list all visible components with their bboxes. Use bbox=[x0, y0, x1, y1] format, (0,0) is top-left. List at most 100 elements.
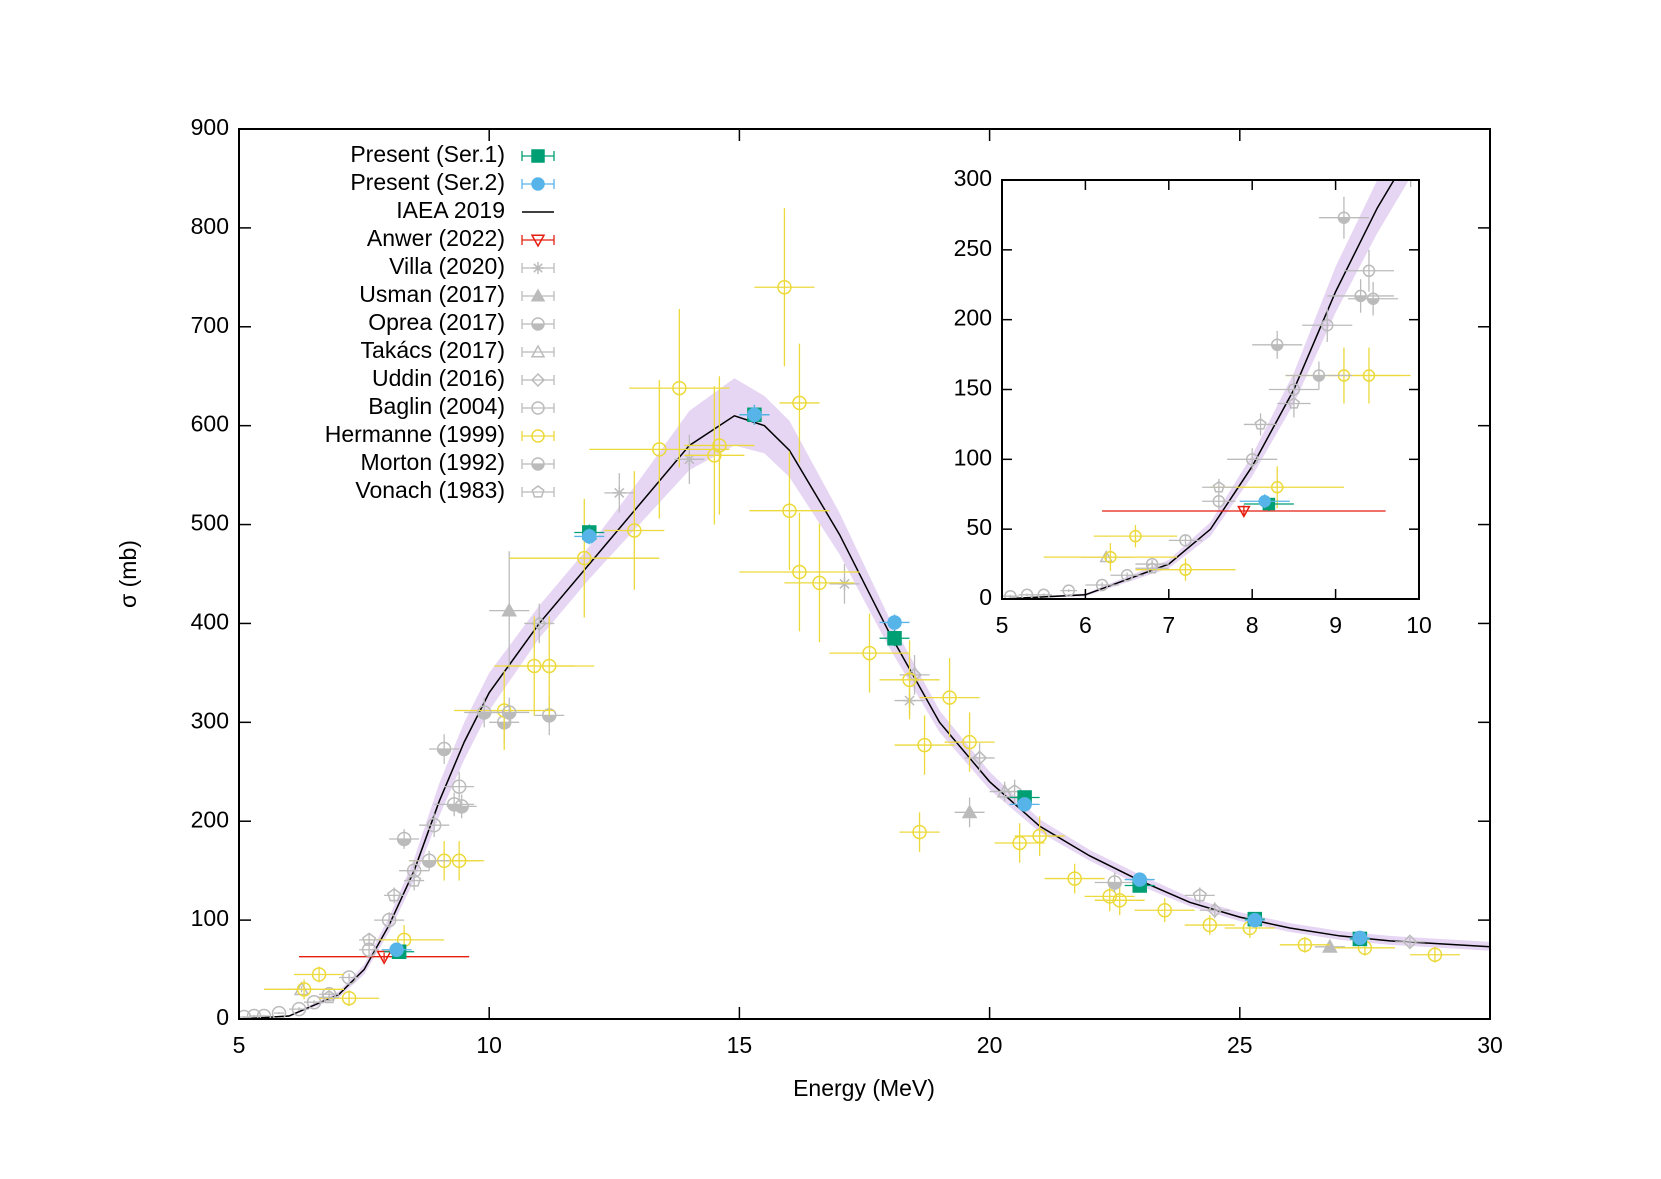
y-tick-label: 300 bbox=[954, 165, 992, 191]
marker bbox=[627, 523, 642, 538]
marker bbox=[777, 279, 792, 295]
marker bbox=[531, 177, 545, 191]
evaluation-curve bbox=[1002, 180, 1395, 599]
legend-label: IAEA 2019 bbox=[396, 197, 505, 223]
y-tick-label: 250 bbox=[954, 235, 992, 261]
marker bbox=[426, 817, 442, 833]
marker bbox=[682, 452, 696, 466]
x-tick-label: 30 bbox=[1477, 1032, 1503, 1058]
y-tick-label: 900 bbox=[191, 114, 229, 140]
marker bbox=[531, 615, 547, 632]
legend-label: Usman (2017) bbox=[359, 281, 505, 307]
marker-half bbox=[1338, 217, 1350, 224]
evaluation-curve bbox=[239, 414, 1490, 1019]
x-tick-label: 20 bbox=[977, 1032, 1003, 1058]
marker bbox=[256, 1008, 272, 1019]
marker bbox=[972, 750, 988, 766]
y-axis-title: σ (mb) bbox=[115, 540, 141, 608]
x-tick-label: 25 bbox=[1227, 1032, 1253, 1058]
y-tick-label: 150 bbox=[954, 375, 992, 401]
marker bbox=[531, 485, 545, 498]
marker bbox=[1287, 397, 1301, 409]
x-tick-label: 5 bbox=[233, 1032, 246, 1058]
marker bbox=[1258, 494, 1271, 508]
x-tick-label: 5 bbox=[996, 612, 1009, 638]
marker-half bbox=[502, 712, 516, 719]
marker bbox=[1322, 938, 1338, 953]
marker bbox=[747, 407, 762, 423]
marker bbox=[1037, 588, 1050, 599]
marker-half bbox=[1108, 882, 1122, 890]
marker bbox=[1017, 797, 1032, 812]
marker bbox=[1270, 481, 1284, 494]
legend-label: Anwer (2022) bbox=[367, 225, 505, 251]
legend-label: Present (Ser.2) bbox=[350, 169, 505, 195]
marker-half bbox=[422, 860, 436, 868]
marker bbox=[1095, 578, 1109, 592]
legend-label: Baglin (2004) bbox=[368, 393, 505, 419]
marker bbox=[1212, 494, 1226, 508]
marker bbox=[577, 550, 592, 566]
y-tick-label: 400 bbox=[191, 609, 229, 635]
y-tick-label: 100 bbox=[954, 444, 992, 470]
x-axis-title: Energy (MeV) bbox=[793, 1075, 935, 1101]
marker bbox=[1321, 319, 1334, 332]
marker bbox=[291, 1001, 307, 1017]
y-tick-label: 100 bbox=[191, 905, 229, 931]
marker bbox=[306, 994, 322, 1010]
marker bbox=[362, 932, 377, 946]
y-tick-label: 300 bbox=[191, 707, 229, 733]
marker bbox=[1004, 589, 1017, 599]
marker bbox=[1102, 889, 1117, 904]
marker bbox=[1132, 872, 1147, 887]
marker bbox=[1402, 934, 1418, 950]
marker bbox=[530, 288, 546, 302]
marker bbox=[887, 615, 902, 630]
legend-label: Oprea (2017) bbox=[368, 309, 505, 335]
marker bbox=[530, 344, 546, 358]
marker bbox=[812, 575, 827, 591]
marker bbox=[652, 442, 667, 457]
marker bbox=[531, 149, 545, 163]
marker bbox=[311, 967, 327, 982]
y-tick-label: 0 bbox=[979, 584, 992, 610]
marker bbox=[1112, 893, 1127, 908]
marker bbox=[912, 824, 927, 840]
marker bbox=[296, 982, 312, 997]
marker bbox=[531, 401, 545, 415]
marker bbox=[321, 987, 337, 1002]
marker bbox=[712, 438, 727, 453]
marker bbox=[1157, 902, 1172, 918]
marker-half bbox=[1355, 295, 1367, 302]
marker bbox=[1362, 264, 1376, 278]
marker bbox=[582, 529, 597, 544]
y-tick-label: 0 bbox=[216, 1004, 229, 1030]
y-tick-label: 500 bbox=[191, 510, 229, 536]
marker bbox=[612, 486, 626, 500]
marker bbox=[407, 873, 422, 887]
x-tick-label: 10 bbox=[476, 1032, 502, 1058]
x-tick-label: 10 bbox=[1406, 612, 1432, 638]
x-tick-label: 6 bbox=[1079, 612, 1092, 638]
marker bbox=[381, 912, 397, 928]
legend: Present (Ser.1)Present (Ser.2)IAEA 2019A… bbox=[325, 141, 555, 503]
marker bbox=[387, 887, 402, 902]
marker-half bbox=[532, 464, 544, 470]
uncertainty-band bbox=[239, 378, 1490, 1019]
x-tick-label: 7 bbox=[1162, 612, 1175, 638]
legend-label: Present (Ser.1) bbox=[350, 141, 505, 167]
inset-frame bbox=[1001, 179, 1420, 600]
marker bbox=[239, 1009, 252, 1019]
legend-label: Villa (2020) bbox=[389, 253, 505, 279]
legend-label: Takács (2017) bbox=[361, 337, 505, 363]
marker bbox=[271, 1005, 287, 1019]
marker bbox=[1032, 828, 1047, 844]
marker bbox=[1254, 417, 1267, 430]
marker bbox=[1362, 369, 1376, 382]
marker bbox=[341, 970, 357, 985]
inset-plot-area bbox=[1002, 180, 1412, 599]
marker bbox=[501, 602, 517, 617]
marker bbox=[942, 690, 957, 705]
